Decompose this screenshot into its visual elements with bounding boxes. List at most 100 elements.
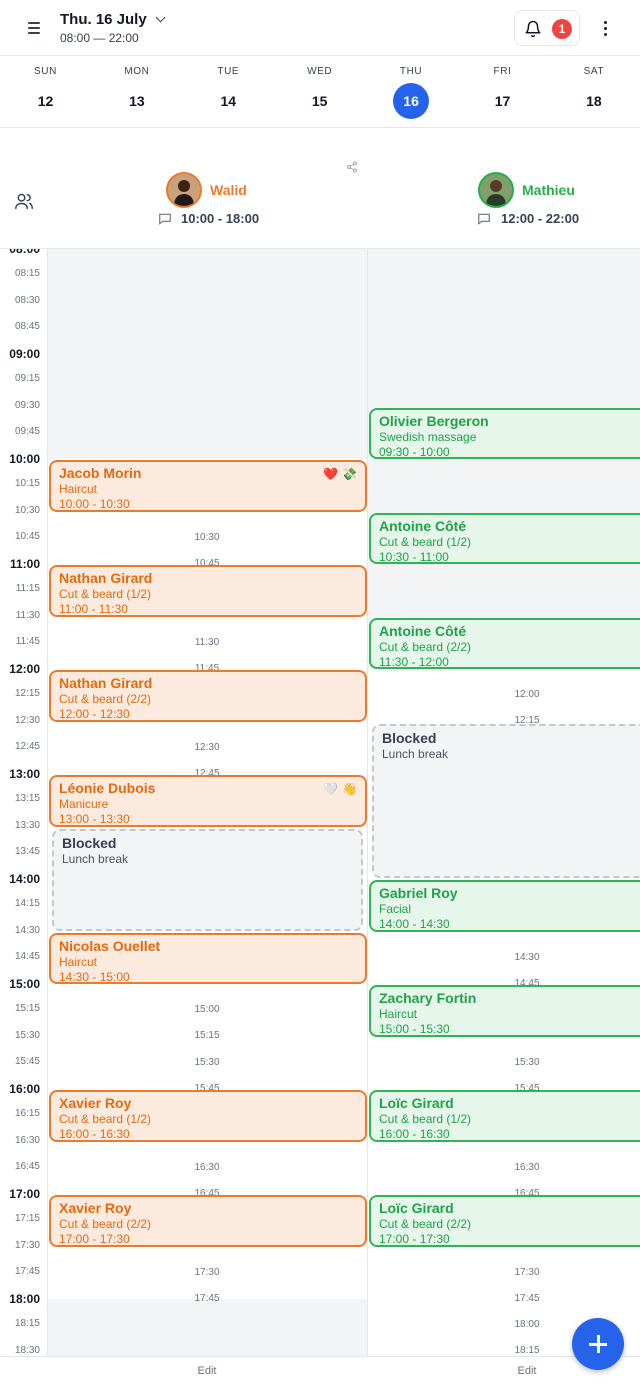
free-slot[interactable]: 17:30 xyxy=(194,1266,220,1278)
free-slot[interactable]: 17:30 xyxy=(514,1266,540,1278)
free-slot[interactable]: 15:30 xyxy=(194,1056,220,1068)
free-slot[interactable]: 14:45 xyxy=(514,977,540,989)
appointment-card[interactable]: Jacob Morin Haircut 10:00 - 10:30 ❤️ 💸 xyxy=(49,460,367,512)
time-label: 12:00 xyxy=(9,662,40,676)
free-slot[interactable]: 12:15 xyxy=(514,715,540,727)
day-1[interactable]: MON 13 xyxy=(91,56,182,128)
edit-button[interactable]: Edit xyxy=(517,1365,537,1377)
free-slot[interactable]: 18:15 xyxy=(514,1345,540,1356)
comment-icon[interactable] xyxy=(477,212,491,226)
share-icon[interactable] xyxy=(346,160,358,174)
service-name: Manicure xyxy=(59,797,109,811)
appointment-card[interactable]: Antoine Côté Cut & beard (1/2) 10:30 - 11:… xyxy=(369,512,640,564)
avatar xyxy=(166,172,202,208)
appointment-time: 16:00 - 16:30 xyxy=(59,1127,130,1141)
blocked-title: Blocked xyxy=(62,834,117,851)
appointment-card[interactable]: Xavier Roy Cut & beard (2/2) 17:00 - 17:30 xyxy=(49,1195,367,1247)
day-3[interactable]: WED 15 xyxy=(274,56,365,128)
free-slot[interactable]: 11:30 xyxy=(194,636,220,648)
time-label: 08:00 xyxy=(9,249,40,256)
appointment-card[interactable]: Nathan Girard Cut & beard (2/2) 12:00 - 12… xyxy=(49,670,367,722)
day-name: WED xyxy=(307,66,333,77)
free-slot[interactable]: 15:15 xyxy=(194,1030,220,1042)
time-label: 16:45 xyxy=(14,1160,40,1172)
notifications-button[interactable]: 1 xyxy=(514,10,580,46)
time-label: 10:00 xyxy=(9,452,40,466)
free-slot[interactable]: 12:30 xyxy=(194,741,220,753)
week-strip: SUN 12 MON 13 TUE 14 WED 15 THU 16 FRI 17 SAT 18 xyxy=(0,56,640,128)
staff-header: Walid 10:00 - 18:00 Mathieu 12:00 - 22:0… xyxy=(0,152,640,249)
edit-button[interactable]: Edit xyxy=(197,1365,217,1377)
time-label: 08:15 xyxy=(14,268,40,280)
time-label: 10:15 xyxy=(14,478,40,490)
day-4[interactable]: THU 16 xyxy=(366,56,457,128)
free-slot[interactable]: 15:30 xyxy=(514,1056,540,1068)
tag-icon: 👋 xyxy=(342,782,357,796)
appointment-time: 14:00 - 14:30 xyxy=(379,917,450,931)
blocked-slot[interactable]: Blocked Lunch break xyxy=(52,828,363,931)
service-name: Cut & beard (2/2) xyxy=(59,692,152,706)
free-slot[interactable]: 15:00 xyxy=(194,1004,220,1015)
blocked-slot[interactable]: Blocked Lunch break xyxy=(372,723,640,878)
appointment-card[interactable]: Loïc Girard Cut & beard (1/2) 16:00 - 16:3… xyxy=(369,1090,640,1142)
date-selector[interactable]: Thu. 16 July xyxy=(60,11,166,28)
free-slot[interactable]: 10:45 xyxy=(194,557,220,569)
day-0[interactable]: SUN 12 xyxy=(0,56,91,128)
hamburger-icon[interactable] xyxy=(22,16,46,40)
appointment-card[interactable]: Xavier Roy Cut & beard (1/2) 16:00 - 16:30 xyxy=(49,1090,367,1142)
free-slot[interactable]: 12:45 xyxy=(194,767,220,779)
blocked-reason: Lunch break xyxy=(62,851,129,866)
appointment-card[interactable]: Léonie Dubois Manicure 13:00 - 13:30 🤍 👋 xyxy=(49,775,367,827)
free-slot[interactable]: 16:30 xyxy=(514,1161,540,1173)
appointment-time: 14:30 - 15:00 xyxy=(59,969,130,984)
day-name: THU xyxy=(399,66,423,77)
free-slot[interactable]: 15:45 xyxy=(514,1082,540,1094)
time-label: 09:30 xyxy=(14,399,40,411)
appointment-time: 11:30 - 12:00 xyxy=(379,654,449,669)
service-name: Haircut xyxy=(379,1007,418,1021)
comment-icon[interactable] xyxy=(158,212,172,226)
free-slot[interactable]: 16:30 xyxy=(194,1161,220,1173)
team-icon[interactable] xyxy=(14,192,34,210)
free-slot[interactable]: 14:30 xyxy=(514,951,540,963)
day-5[interactable]: FRI 17 xyxy=(457,56,548,128)
tag-icon: 🤍 xyxy=(323,782,339,796)
time-label: 15:45 xyxy=(14,1055,40,1067)
free-slot[interactable]: 15:45 xyxy=(194,1082,220,1094)
appointment-card[interactable]: Antoine Côté Cut & beard (2/2) 11:30 - 12:… xyxy=(369,617,640,669)
add-appointment-button[interactable] xyxy=(572,1318,624,1370)
free-slot[interactable]: 17:45 xyxy=(194,1292,220,1304)
appointment-card[interactable]: Olivier Bergeron Swedish massage 09:30 - 1… xyxy=(369,407,640,459)
blocked-reason: Lunch break xyxy=(382,746,449,761)
service-name: Cut & beard (1/2) xyxy=(59,587,152,601)
business-hours: 08:00 — 22:00 xyxy=(60,31,139,45)
appointment-card[interactable]: Gabriel Roy Facial 14:00 - 14:30 xyxy=(369,880,640,932)
schedule-grid: 08:00 08:15 08:30 08:45 09:00 09:15 09:30 09:45… xyxy=(0,249,640,1356)
day-6[interactable]: SAT 18 xyxy=(548,56,639,128)
time-label: 15:30 xyxy=(14,1029,40,1041)
time-label: 11:45 xyxy=(15,635,40,647)
staff-column-mathieu[interactable]: Mathieu 12:00 - 22:00 xyxy=(368,152,640,249)
appointment-card[interactable]: Zachary Fortin Haircut 15:00 - 15:30 xyxy=(369,985,640,1037)
free-slot[interactable]: 12:00 xyxy=(514,689,540,700)
day-name: SUN xyxy=(34,66,57,77)
free-slot[interactable]: 16:45 xyxy=(514,1187,540,1199)
free-slot[interactable]: 17:45 xyxy=(514,1292,540,1304)
free-slot[interactable]: 11:45 xyxy=(194,662,220,674)
staff-column-walid[interactable]: Walid 10:00 - 18:00 xyxy=(48,152,367,249)
staff-hours: 12:00 - 22:00 xyxy=(501,211,580,226)
time-label: 08:30 xyxy=(14,294,40,306)
free-slot[interactable]: 18:00 xyxy=(514,1319,540,1330)
day-2[interactable]: TUE 14 xyxy=(183,56,274,128)
time-label: 09:00 xyxy=(9,347,40,361)
appointment-card[interactable]: Loïc Girard Cut & beard (2/2) 17:00 - 17:3… xyxy=(369,1195,640,1247)
time-label: 14:15 xyxy=(14,898,40,910)
service-name: Haircut xyxy=(59,954,98,969)
kebab-icon[interactable] xyxy=(596,18,616,38)
free-slot[interactable]: 16:45 xyxy=(194,1187,220,1199)
appointment-card[interactable]: Nathan Girard Cut & beard (1/2) 11:00 - 11… xyxy=(49,565,367,617)
appointment-card[interactable]: Nicolas Ouellet Haircut 14:30 - 15:00 xyxy=(49,932,367,984)
time-label: 17:30 xyxy=(14,1239,40,1251)
staff-name: Walid xyxy=(210,182,247,198)
free-slot[interactable]: 10:30 xyxy=(194,531,220,543)
